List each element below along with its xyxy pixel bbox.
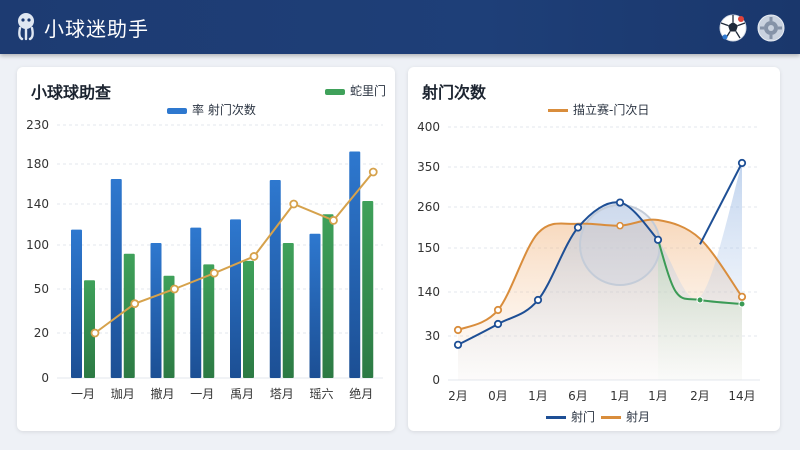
x-tick-label: 1月 [610,389,630,403]
series-line-green [657,239,743,305]
y-tick-label: 150 [417,241,440,255]
data-point-green [738,300,746,308]
soccer-ball-icon[interactable] [718,13,748,43]
x-tick-label: 0月 [488,389,508,403]
x-tick-label: 1月 [528,389,548,403]
y-tick-label: 0 [41,371,49,385]
app-title: 小球迷助手 [44,17,149,41]
legend-label-shots: 率 射门次数 [192,103,256,117]
trend-point [170,284,179,294]
legend-swatch-orange [601,416,621,419]
bar [349,151,361,378]
line-chart-title: 射门次数 [422,83,487,102]
bar [84,280,95,378]
settings-icon[interactable] [756,13,786,43]
trend-line [94,171,375,334]
bar [203,264,215,378]
top-bar: 小球迷助手 [0,0,800,54]
app-logo-icon [18,13,34,41]
y-tick-label: 100 [26,238,49,252]
trend-point [249,252,259,261]
data-point-green [696,296,704,304]
bar [163,275,175,378]
legend-item-shots[interactable]: 率 射门次数 [167,101,256,118]
x-tick-label: 一月 [190,387,214,401]
y-tick-label: 30 [425,329,440,343]
green-area [658,239,742,380]
highlight-lens [579,204,661,286]
series-line-navy-tail [699,162,743,245]
x-tick-label: 撤月 [150,386,174,401]
trend-point [289,199,299,209]
data-point-navy [453,340,463,349]
data-point-orange [493,305,503,315]
x-tick-label: 6月 [568,389,588,403]
y-tick-label: 20 [34,326,49,340]
x-tick-label: 绝月 [349,386,373,401]
y-tick-label: 180 [26,157,49,171]
y-tick-label: 0 [432,373,440,387]
bar [190,227,202,378]
bar [150,242,162,378]
x-tick-label: 1月 [648,389,668,403]
x-tick-label: 珈月 [111,387,135,401]
y-tick-label: 50 [34,282,49,296]
data-point-navy [615,198,625,207]
data-point-navy [737,158,747,168]
legend-item-top[interactable]: 描立赛-门次日 [548,101,649,118]
legend-swatch-orange-top [548,109,568,112]
x-tick-label: 14月 [728,389,755,403]
bar-chart-svg: 0 20 50 100 140 180 230 一月 珈月 撤月 一月 禹月 塔月 瑶六 绝月 [26,118,383,401]
data-point-navy [493,319,503,329]
legend-item-goals[interactable]: 蛇里门 [325,82,386,99]
trend-point [368,167,378,177]
x-tick-label: 一月 [71,387,95,401]
bar [123,253,135,378]
legend-item-shot[interactable]: 射门 [546,408,595,425]
legend-item-month[interactable]: 射月 [601,408,650,425]
y-tick-label: 140 [26,197,49,211]
legend-label-goals: 蛇里门 [350,84,387,98]
bar-chart-title: 小球球助查 [31,83,112,102]
line-chart-panel: 射门次数 描立赛-门次日 射门 射月 0 30 140 150 260 350 400 2月 0… [408,67,780,431]
x-tick-label: 塔月 [270,387,294,401]
legend-label-shot: 射门 [571,410,596,424]
series-line-orange [457,218,743,331]
bar [110,179,122,378]
trend-point [90,328,100,338]
y-tick-label: 230 [26,118,49,132]
trend-point [130,299,140,309]
data-point-navy [653,235,663,244]
bar [230,219,241,378]
data-point-orange [737,292,747,301]
bar [269,180,281,378]
bar [71,229,82,378]
data-point-navy [573,223,583,232]
bar [282,242,294,378]
bar [243,260,254,378]
data-point-navy [533,295,543,305]
y-tick-label: 350 [417,160,440,174]
x-tick-label: 瑶六 [309,387,333,401]
bar [309,233,321,378]
x-tick-label: 2月 [448,389,468,403]
bar [362,201,374,378]
legend-swatch-navy [546,416,566,419]
line-chart-svg: 0 30 140 150 260 350 400 2月 0月 1月 6月 1月 1月 2月 14月 [417,120,760,403]
data-point-orange [453,325,463,335]
y-tick-label: 260 [417,200,440,214]
trend-point [209,268,219,278]
bar [322,214,334,378]
y-tick-label: 140 [417,285,440,299]
x-tick-label: 2月 [690,389,710,403]
bar-chart-panel: 小球球助查 率 射门次数 蛇里门 0 20 50 100 140 180 230 一月 珈月 撤月… [17,67,395,431]
legend-swatch-green [325,88,345,95]
legend-label-top: 描立赛-门次日 [573,103,650,117]
x-tick-label: 禹月 [230,387,254,401]
y-tick-label: 400 [417,120,440,134]
data-point-orange [616,221,624,230]
trend-point [329,215,338,225]
legend-swatch-blue [167,107,187,114]
legend-label-month: 射月 [626,410,651,424]
